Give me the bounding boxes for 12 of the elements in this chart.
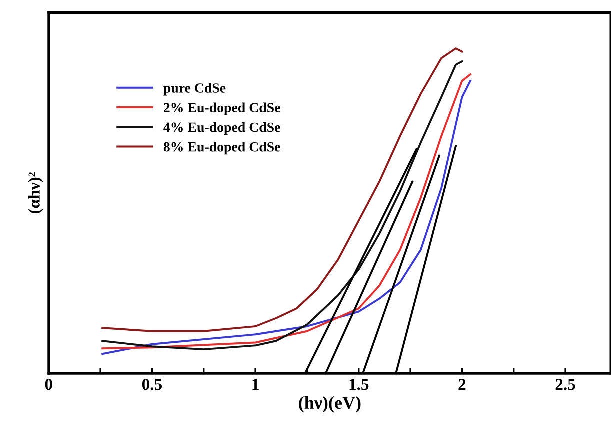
x-tick-label: 1 (252, 379, 259, 390)
x-tick-label: 0 (45, 378, 52, 390)
x-tick-label: 2 (458, 379, 466, 390)
legend-label: 2% Eu-doped CdSe (164, 102, 280, 116)
x-tick-label: 0.5 (142, 378, 162, 390)
x-tick-label: 1.5 (350, 379, 369, 390)
y-axis-title: (αhν)² (28, 172, 44, 214)
legend-label: 4% Eu-doped CdSe (164, 122, 280, 135)
x-axis-title: (hν)(eV) (299, 396, 361, 413)
legend-label: pure CdSe (164, 83, 226, 96)
legend-label: 8% Eu-doped CdSe (164, 142, 280, 155)
x-tick-label: 2.5 (556, 379, 576, 390)
